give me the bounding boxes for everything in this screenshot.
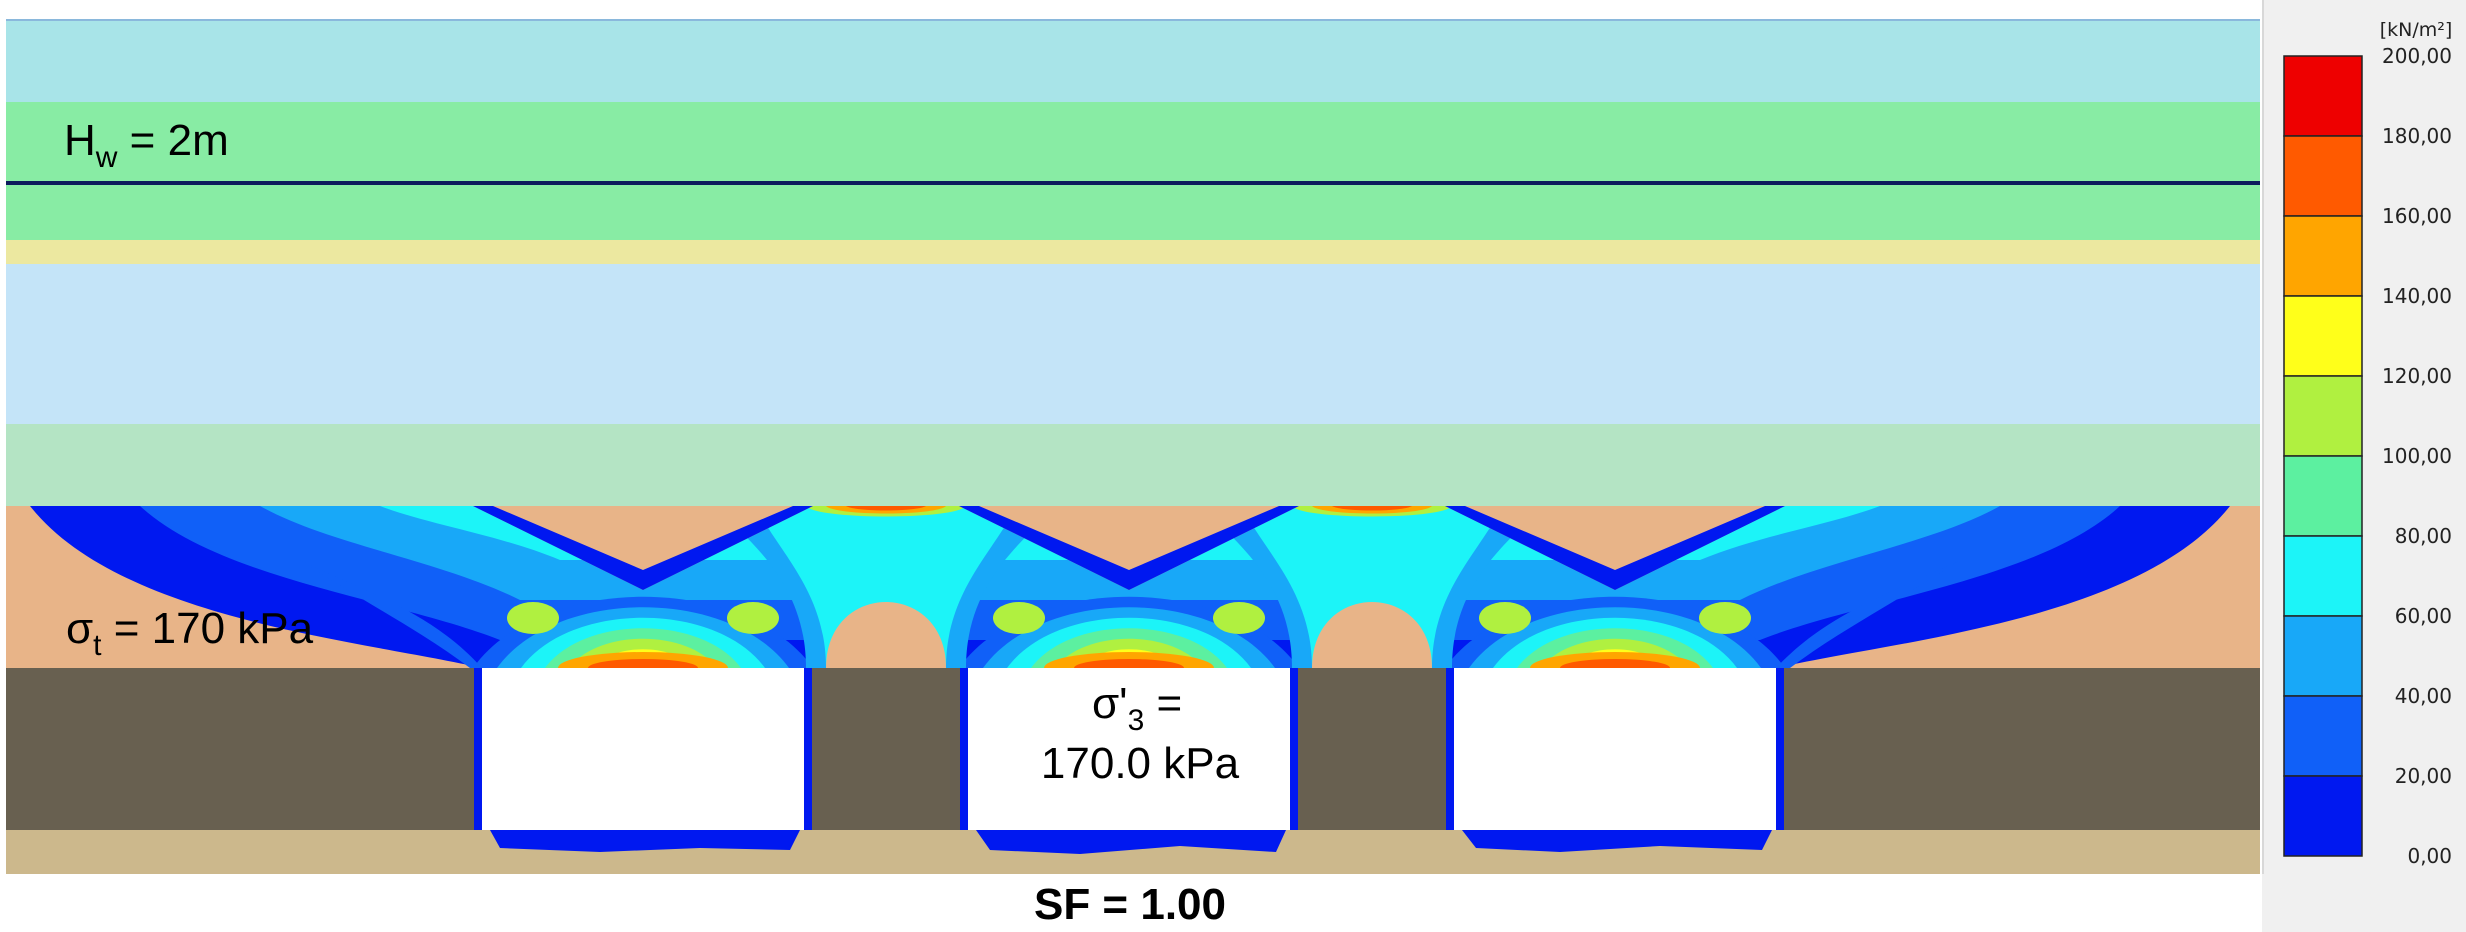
- wall-stress-fringes: [474, 668, 1784, 854]
- contour-dip: [959, 506, 1299, 590]
- soil-layer-4: [6, 264, 2260, 424]
- fringe-bottom: [976, 830, 1286, 854]
- colorbar-band: [2283, 55, 2363, 137]
- colorbar-tick-label: 120,00: [2382, 364, 2452, 388]
- contour-pillar: [1242, 506, 1502, 668]
- fringe: [1776, 668, 1784, 830]
- colorbar-panel-edge: [2262, 0, 2264, 874]
- colorbar-tick-label: 140,00: [2382, 284, 2452, 308]
- opening-left: [482, 668, 804, 830]
- colorbar-band: [2283, 775, 2363, 857]
- opening-right: [1454, 668, 1776, 830]
- contour-gap: [826, 602, 946, 668]
- contour-pillar-top: [846, 506, 926, 511]
- contour-dip: [473, 506, 813, 590]
- colorbar-tick-label: 180,00: [2382, 124, 2452, 148]
- fringe: [1446, 668, 1454, 830]
- confining-stress-label: σ'3 =: [1092, 679, 1182, 737]
- fringe-bottom: [1462, 830, 1772, 852]
- colorbar-tick-label: 60,00: [2395, 604, 2452, 628]
- colorbar-band: [2283, 455, 2363, 537]
- fringe: [1290, 668, 1298, 830]
- contour-dip: [1445, 506, 1785, 590]
- colorbar-band: [2283, 375, 2363, 457]
- top-edge: [6, 19, 2260, 21]
- colorbar-band: [2283, 615, 2363, 697]
- soil-layer-3: [6, 240, 2260, 264]
- colorbar-tick-label: 200,00: [2382, 44, 2452, 68]
- colorbar-unit: [kN/m²]: [2380, 19, 2453, 41]
- opening-middle: [968, 668, 1290, 830]
- safety-factor-title: SF = 1.00: [1033, 880, 1226, 929]
- colorbar-tick-label: 40,00: [2395, 684, 2452, 708]
- contour-dip-edge: [473, 506, 813, 590]
- contour-pillar-top: [1332, 506, 1412, 511]
- contour-pocket: [507, 602, 559, 634]
- contour-pocket: [1479, 602, 1531, 634]
- fringe: [474, 668, 482, 830]
- contour-gap: [1312, 602, 1432, 668]
- colorbar-tick-label: 160,00: [2382, 204, 2452, 228]
- contour-dip-edge: [959, 506, 1299, 590]
- contour-pocket: [1213, 602, 1265, 634]
- colorbar: [kN/m²] 200,00 180,00 160,00 140,00 120,00 10…: [2262, 0, 2466, 932]
- contour-pocket: [1699, 602, 1751, 634]
- soil-layer-2: [6, 102, 2260, 240]
- contour-dip-edge: [1445, 506, 1785, 590]
- colorbar-band: [2283, 295, 2363, 377]
- fringe: [960, 668, 968, 830]
- contour-pocket: [993, 602, 1045, 634]
- fringe-bottom: [490, 830, 800, 852]
- confining-stress-value: 170.0 kPa: [1041, 739, 1240, 788]
- colorbar-tick-label: 20,00: [2395, 764, 2452, 788]
- colorbar-band: [2283, 535, 2363, 617]
- contour-edge: [300, 560, 482, 668]
- fringe: [804, 668, 812, 830]
- openings: [482, 668, 1776, 830]
- colorbar-ticks: 200,00 180,00 160,00 140,00 120,00 100,00 80,0…: [2382, 44, 2452, 868]
- colorbar-tick-label: 100,00: [2382, 444, 2452, 468]
- colorbar-tick-label: 80,00: [2395, 524, 2452, 548]
- soil-layer-5: [6, 424, 2260, 506]
- colorbar-band: [2283, 695, 2363, 777]
- contour-pillar: [756, 506, 1016, 668]
- contour-pocket: [727, 602, 779, 634]
- contour-edge: [1776, 560, 1960, 668]
- colorbar-band: [2283, 215, 2363, 297]
- colorbar-band: [2283, 135, 2363, 217]
- tension-stress-label: σt = 170 kPa: [66, 604, 314, 662]
- colorbar-tick-label: 0,00: [2407, 844, 2452, 868]
- water-table-line: [6, 181, 2260, 185]
- soil-layer-1: [6, 20, 2260, 102]
- water-level-label: Hw = 2m: [64, 116, 229, 174]
- colorbar-bands: [2283, 55, 2363, 857]
